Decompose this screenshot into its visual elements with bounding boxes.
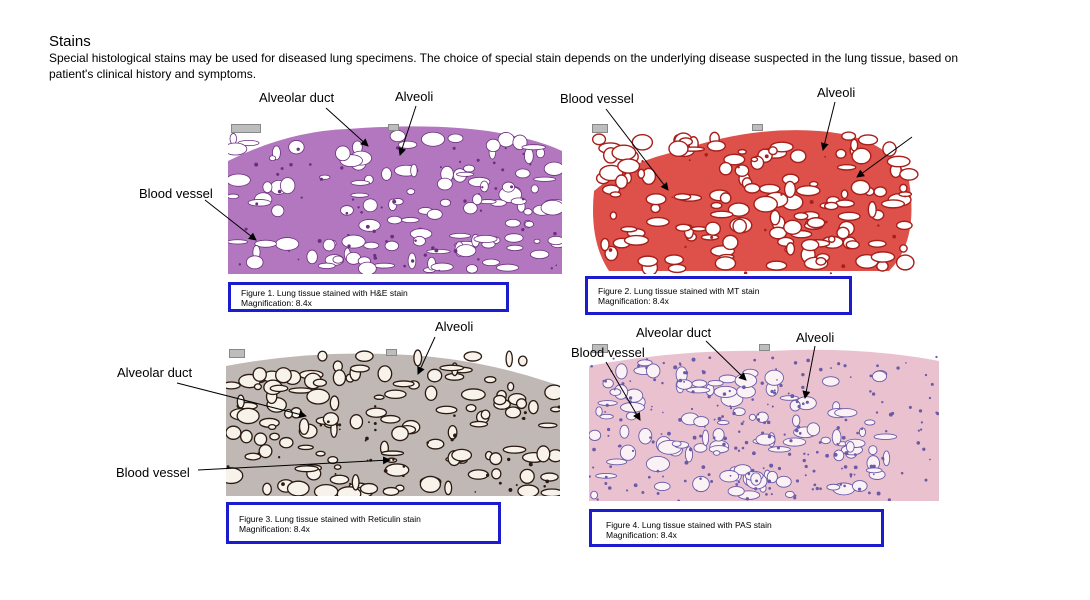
label-alveoli-fig4: Alveoli: [796, 330, 835, 345]
scale-bar-chip: [592, 344, 608, 353]
page-title: Stains: [49, 33, 91, 50]
label-alveolar-duct-fig1: Alveolar duct: [259, 90, 335, 105]
caption-title: Figure 4. Lung tissue stained with PAS s…: [606, 520, 772, 530]
figure-2-mt-micrograph: [589, 121, 924, 274]
caption-magnification: Magnification: 8.4x: [606, 530, 677, 540]
figure-3-caption: Figure 3. Lung tissue stained with Retic…: [226, 502, 501, 544]
figure-4-pas-micrograph: [589, 341, 939, 501]
scale-bar-chip: [388, 124, 399, 131]
label-alveoli-fig2: Alveoli: [817, 85, 856, 100]
caption-title: Figure 3. Lung tissue stained with Retic…: [239, 514, 421, 524]
caption-magnification: Magnification: 8.4x: [239, 524, 310, 534]
tissue-texture: [589, 121, 924, 274]
caption-title: Figure 1. Lung tissue stained with H&E s…: [241, 288, 408, 298]
caption-title: Figure 2. Lung tissue stained with MT st…: [598, 286, 760, 296]
figure-4-caption: Figure 4. Lung tissue stained with PAS s…: [589, 509, 884, 547]
label-alveolar-duct-fig3: Alveolar duct: [117, 365, 193, 380]
figure-1-caption: Figure 1. Lung tissue stained with H&E s…: [228, 282, 509, 312]
label-alveolar-duct-fig4: Alveolar duct: [636, 325, 712, 340]
scale-bar-chip: [759, 344, 770, 351]
caption-magnification: Magnification: 8.4x: [598, 296, 669, 306]
label-alveoli-fig3: Alveoli: [435, 319, 474, 334]
scale-bar-chip: [752, 124, 763, 131]
label-alveoli-fig1: Alveoli: [395, 89, 434, 104]
label-blood-vessel-fig1: Blood vessel: [139, 186, 213, 201]
scale-bar-chip: [386, 349, 397, 356]
figure-3-reticulin-micrograph: [226, 346, 560, 496]
label-blood-vessel-fig4: Blood vessel: [571, 345, 645, 360]
scale-bar-chip: [592, 124, 608, 133]
label-blood-vessel-fig2: Blood vessel: [560, 91, 634, 106]
intro-paragraph: Special histological stains may be used …: [49, 51, 959, 81]
scale-bar-chip: [231, 124, 261, 133]
tissue-texture: [589, 341, 939, 501]
figure-2-caption: Figure 2. Lung tissue stained with MT st…: [585, 276, 852, 315]
scale-bar-chip: [229, 349, 245, 358]
figure-1-he-micrograph: [228, 121, 562, 274]
tissue-texture: [226, 346, 560, 496]
tissue-texture: [228, 121, 562, 274]
label-blood-vessel-fig3: Blood vessel: [116, 465, 190, 480]
caption-magnification: Magnification: 8.4x: [241, 298, 312, 308]
